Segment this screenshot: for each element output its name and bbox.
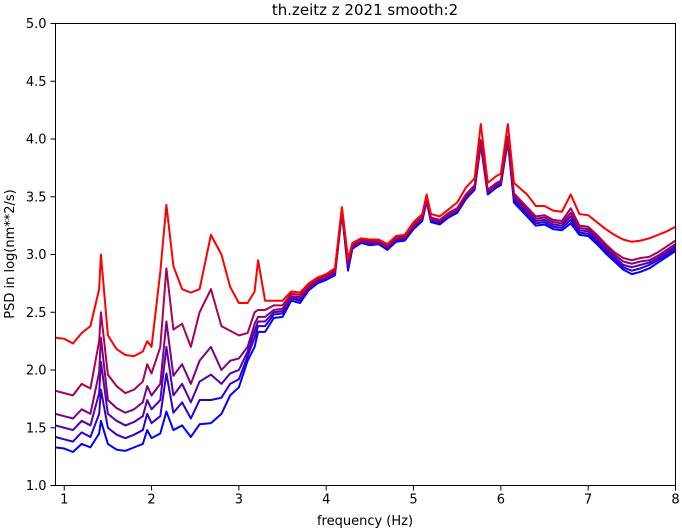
y-tick-label: 4.0 bbox=[26, 133, 47, 148]
series-line-5 bbox=[55, 135, 677, 397]
chart-title: th.zeitz z 2021 smooth:2 bbox=[272, 1, 458, 19]
y-tick-label: 1.5 bbox=[26, 421, 47, 436]
y-tick-label: 3.0 bbox=[26, 248, 47, 263]
x-axis-label: frequency (Hz) bbox=[317, 514, 413, 529]
series-lines bbox=[55, 122, 677, 453]
y-tick-label: 1.0 bbox=[26, 479, 47, 494]
x-tick-label: 5 bbox=[409, 493, 417, 508]
x-tick-label: 7 bbox=[584, 493, 592, 508]
x-axis-ticks: 1 2 3 4 5 6 7 8 bbox=[60, 485, 680, 508]
y-axis-label: PSD in log(nm**2/s) bbox=[3, 189, 18, 319]
y-tick-label: 5.0 bbox=[26, 17, 47, 32]
x-tick-label: 1 bbox=[60, 493, 68, 508]
y-axis-ticks: 1.0 1.5 2.0 2.5 3.0 3.5 4.0 4.5 5.0 bbox=[26, 17, 56, 494]
y-tick-label: 3.5 bbox=[26, 190, 47, 205]
series-line-6 bbox=[55, 122, 676, 358]
x-tick-label: 6 bbox=[497, 493, 505, 508]
x-tick-label: 8 bbox=[671, 493, 679, 508]
series-line-3 bbox=[55, 138, 677, 432]
y-tick-label: 4.5 bbox=[26, 75, 47, 90]
series-line-2 bbox=[55, 139, 677, 443]
x-tick-label: 2 bbox=[147, 493, 155, 508]
y-tick-label: 2.0 bbox=[26, 364, 47, 379]
x-tick-label: 3 bbox=[235, 493, 243, 508]
y-tick-label: 2.5 bbox=[26, 306, 47, 321]
x-tick-label: 4 bbox=[322, 493, 330, 508]
series-line-4 bbox=[55, 136, 677, 420]
